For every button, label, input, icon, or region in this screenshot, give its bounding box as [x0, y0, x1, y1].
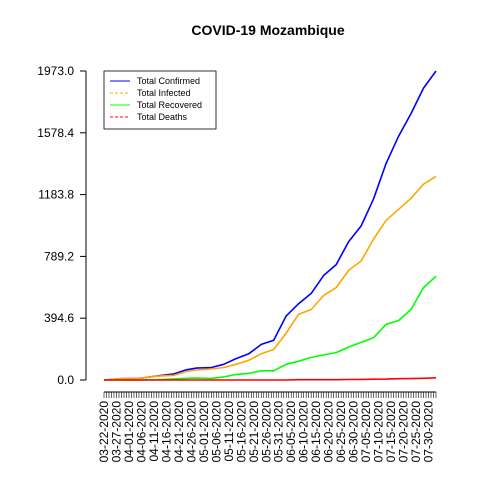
x-tick-label: 05-06-2020	[209, 401, 223, 463]
y-axis: 0.0 394.6 789.2 1183.8 1578.4 1973.0	[37, 64, 86, 387]
y-tick-label: 789.2	[44, 249, 74, 263]
x-tick-label: 06-30-2020	[347, 401, 361, 463]
chart-title: COVID-19 Mozambique	[191, 22, 344, 38]
x-tick-label: 06-10-2020	[297, 401, 311, 463]
series-line-total-infected	[103, 175, 437, 381]
x-tick-label: 07-10-2020	[372, 401, 386, 463]
x-tick-label: 06-05-2020	[284, 401, 298, 463]
x-tick-label: 05-11-2020	[222, 401, 236, 462]
x-tick-label: 07-05-2020	[359, 401, 373, 463]
x-tick-label: 06-25-2020	[334, 401, 348, 463]
x-tick-label: 07-20-2020	[397, 401, 411, 463]
series-line-total-deaths	[104, 377, 437, 381]
x-tick-label: 03-27-2020	[109, 401, 123, 463]
legend-label: Total Recovered	[137, 100, 202, 110]
x-tick-label: 05-21-2020	[247, 401, 261, 463]
y-tick-label: 0.0	[57, 373, 74, 387]
series-line-total-recovered	[104, 275, 437, 381]
x-tick-label: 03-22-2020	[97, 401, 111, 463]
x-tick-label: 06-15-2020	[309, 401, 323, 463]
x-tick-label: 07-15-2020	[384, 401, 398, 463]
x-tick-label: 06-20-2020	[322, 401, 336, 463]
x-tick-label: 04-16-2020	[159, 401, 173, 463]
legend: Total Confirmed Total Infected Total Recov…	[103, 70, 217, 130]
y-tick-label: 1183.8	[38, 188, 74, 202]
x-tick-label: 04-01-2020	[122, 401, 136, 463]
series-lines	[103, 70, 437, 381]
legend-label: Total Deaths	[137, 112, 188, 122]
x-tick-label: 05-01-2020	[197, 401, 211, 463]
x-tick-label: 04-11-2020	[147, 401, 161, 462]
x-tick-label: 05-31-2020	[272, 401, 286, 463]
x-tick-label: 04-26-2020	[184, 401, 198, 463]
x-tick-label: 07-30-2020	[422, 401, 436, 463]
x-axis: 03-22-202003-27-202004-01-202004-06-2020…	[97, 391, 437, 463]
x-tick-label: 05-26-2020	[259, 401, 273, 463]
x-tick-label: 04-21-2020	[172, 401, 186, 463]
legend-label: Total Confirmed	[137, 76, 200, 86]
y-tick-label: 1973.0	[37, 64, 74, 78]
y-tick-label: 394.6	[44, 311, 74, 325]
x-tick-label: 07-25-2020	[409, 401, 423, 463]
series-line-total-confirmed	[103, 70, 437, 381]
x-tick-label: 05-16-2020	[234, 401, 248, 463]
x-tick-label: 04-06-2020	[134, 401, 148, 463]
legend-label: Total Infected	[137, 88, 191, 98]
y-tick-label: 1578.4	[37, 126, 74, 140]
